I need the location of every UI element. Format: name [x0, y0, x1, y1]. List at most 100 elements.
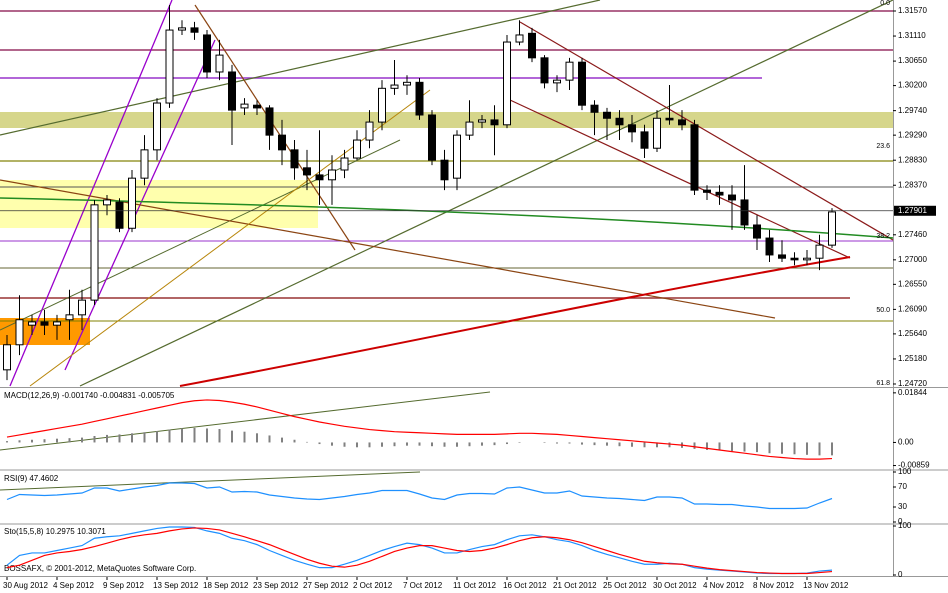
candle-body — [640, 131, 649, 149]
x-tick-label: 30 Oct 2012 — [653, 581, 697, 590]
candle-body — [53, 321, 61, 326]
candle-body — [303, 167, 311, 176]
candle-body — [3, 344, 11, 371]
fib-label: 23.6 — [876, 143, 890, 150]
candle-body — [678, 119, 686, 126]
y-tick-label: -0.00859 — [898, 461, 930, 470]
y-tick-label: 1.26090 — [898, 304, 927, 313]
candle-body — [603, 111, 611, 119]
x-tick-label: 16 Oct 2012 — [503, 581, 547, 590]
candle-body — [428, 114, 436, 161]
candle-body — [490, 119, 499, 126]
y-tick-label: 1.28370 — [898, 180, 927, 189]
trend-line — [509, 99, 851, 259]
x-tick-label: 13 Sep 2012 — [153, 581, 199, 590]
y-tick-label: 0.01844 — [898, 388, 927, 397]
candle-body — [353, 139, 361, 159]
candle-body — [778, 254, 786, 259]
candle-body — [690, 124, 699, 191]
moving-average — [179, 256, 851, 387]
candle-body — [515, 34, 524, 43]
candle-body — [453, 134, 461, 179]
candle-body — [340, 157, 349, 171]
panel-title: RSI(9) 47.4602 — [4, 474, 59, 483]
candle-body — [265, 107, 274, 136]
y-tick-label: 100 — [898, 521, 912, 530]
indicator-line — [6, 399, 833, 460]
candle-body — [578, 61, 586, 106]
candle-body — [565, 61, 574, 81]
candle-body — [128, 177, 136, 229]
candle-body — [628, 124, 636, 133]
candle-body — [178, 27, 186, 31]
candle-body — [278, 134, 286, 151]
last-price-label: 1.27901 — [898, 206, 927, 215]
watermark: BOSSAFX, © 2001-2012, MetaQuotes Softwar… — [4, 564, 196, 573]
candle-body — [15, 319, 24, 346]
x-tick-label: 27 Sep 2012 — [303, 581, 349, 590]
y-tick-label: 1.27460 — [898, 230, 927, 239]
candle-body — [615, 117, 624, 126]
candle-body — [390, 84, 399, 89]
x-tick-label: 11 Oct 2012 — [453, 581, 497, 590]
candle-body — [540, 57, 549, 84]
candle-body — [378, 87, 386, 123]
candle-body — [815, 244, 824, 259]
x-tick-label: 9 Sep 2012 — [103, 581, 144, 590]
y-tick-label: 1.27000 — [898, 255, 927, 264]
candle-body — [440, 159, 449, 181]
candle-body — [753, 224, 761, 239]
y-tick-label: 1.25180 — [898, 354, 927, 363]
fib-label: 38.2 — [876, 233, 890, 240]
fib-label: 61.8 — [876, 380, 890, 387]
candle-body — [140, 149, 149, 179]
x-tick-label: 4 Sep 2012 — [53, 581, 94, 590]
candle-body — [790, 257, 799, 261]
fib-label: 50.0 — [876, 307, 890, 314]
candle-body — [665, 117, 674, 121]
candle-body — [715, 191, 724, 196]
candle-body — [365, 121, 374, 141]
candle-body — [253, 104, 261, 109]
candle-body — [328, 169, 336, 181]
candle-body — [403, 81, 411, 86]
candle-body — [240, 103, 249, 109]
y-tick-label: 1.29740 — [898, 106, 927, 115]
candle-body — [465, 121, 474, 136]
last-price-box — [894, 205, 936, 216]
panel-title: Sto(15,5,8) 10.2975 10.3071 — [4, 527, 106, 536]
candle-body — [165, 29, 174, 104]
y-tick-label: 0 — [898, 570, 903, 579]
trend-line — [79, 0, 894, 387]
y-tick-label: 1.24720 — [898, 379, 927, 388]
trend-line — [29, 89, 431, 387]
x-tick-label: 30 Aug 2012 — [3, 581, 48, 590]
x-tick-label: 23 Sep 2012 — [253, 581, 299, 590]
x-tick-label: 25 Oct 2012 — [603, 581, 647, 590]
indicator-line — [6, 482, 833, 510]
y-tick-label: 1.29290 — [898, 130, 927, 139]
candle-body — [315, 174, 324, 181]
candle-body — [503, 41, 511, 126]
x-tick-label: 13 Nov 2012 — [803, 581, 849, 590]
trend-line — [9, 0, 173, 387]
candle-body — [740, 199, 749, 226]
candle-body — [290, 149, 299, 169]
candle-body — [553, 79, 561, 84]
x-tick-label: 18 Sep 2012 — [203, 581, 249, 590]
candle-body — [803, 257, 811, 261]
x-tick-label: 8 Nov 2012 — [753, 581, 794, 590]
y-tick-label: 1.31110 — [898, 31, 926, 40]
trend-line — [0, 0, 601, 136]
zone — [0, 112, 893, 128]
y-tick-label: 0 — [898, 517, 903, 526]
panel-title: MACD(12,26,9) -0.001740 -0.004831 -0.005… — [4, 391, 175, 400]
y-tick-label: 30 — [898, 502, 907, 511]
candle-body — [28, 321, 36, 326]
trend-line — [0, 471, 421, 491]
candle-body — [590, 104, 599, 113]
candle-body — [40, 321, 49, 326]
y-tick-label: 1.28830 — [898, 155, 927, 164]
indicator-line — [6, 526, 833, 575]
x-tick-label: 7 Oct 2012 — [403, 581, 443, 590]
